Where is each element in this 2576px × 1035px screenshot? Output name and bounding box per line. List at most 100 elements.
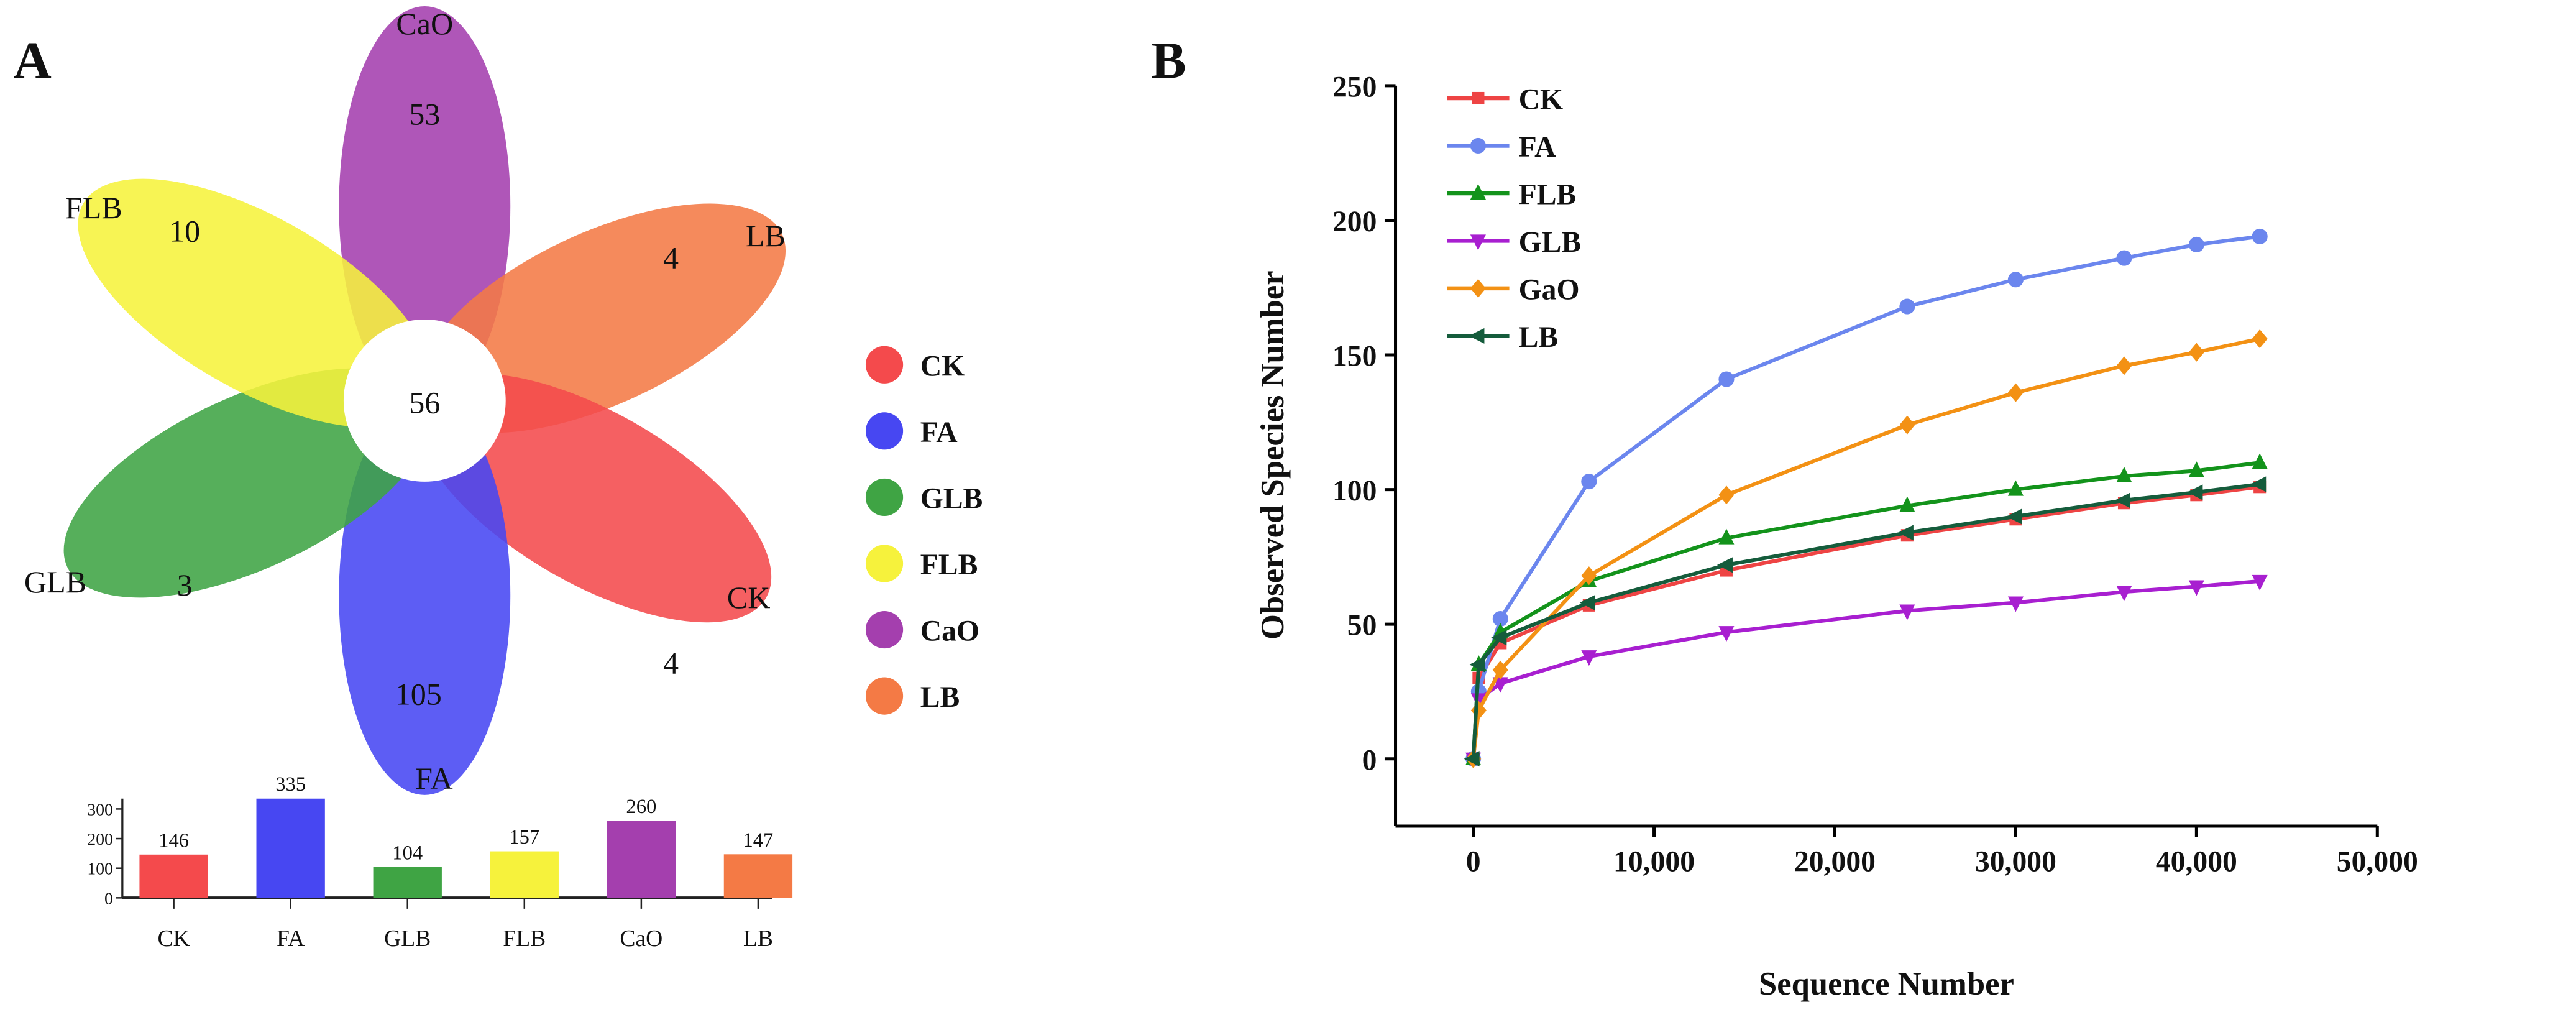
bar-category-label: FA [277, 926, 305, 952]
legend-label: CaO [920, 615, 979, 648]
data-point [1718, 371, 1735, 387]
panel-label-a: A [13, 31, 52, 90]
data-point [2116, 586, 2132, 602]
data-point [1469, 656, 1485, 673]
data-point [1899, 604, 1915, 620]
line-chart: 0 50 100 150 200 250 0 10,000 20,000 30,000 40,000… [1332, 71, 2418, 878]
series-line-ck [1471, 485, 2260, 759]
legend-marker-flb [865, 545, 904, 582]
data-point [2188, 461, 2204, 477]
venn-core-count: 56 [409, 385, 440, 420]
venn-set-label: CaO [396, 6, 453, 41]
venn-legend: CK FA GLB FLB CaO LB [865, 346, 983, 715]
data-point [2114, 492, 2131, 508]
legend-marker-lb [865, 677, 904, 715]
bar-value-label: 157 [509, 826, 539, 849]
bar-category-label: FLB [503, 926, 546, 952]
venn-petal-ck [415, 374, 772, 623]
data-point [2116, 250, 2132, 266]
venn-unique-count: 4 [663, 645, 679, 680]
legend-label: CK [920, 350, 965, 382]
bar-value-label: 335 [275, 773, 306, 796]
series-line-fa [1471, 234, 2260, 759]
y-tick-label: 50 [1347, 610, 1377, 642]
data-point [2188, 236, 2204, 252]
bar-y-tick-label: 200 [87, 829, 112, 849]
data-point [2252, 228, 2268, 245]
x-tick-label: 20,000 [1794, 846, 1876, 878]
data-point [1492, 610, 1508, 627]
venn-petal-lb [416, 203, 786, 433]
legend-label: GLB [1519, 226, 1582, 259]
venn-core-circle [343, 320, 506, 482]
bar-value-label: 104 [392, 842, 423, 864]
data-point [2007, 596, 2024, 612]
data-point [1581, 650, 1597, 666]
data-point [2116, 466, 2132, 482]
data-point [1491, 630, 1507, 646]
data-point [2252, 574, 2268, 591]
data-point [1581, 474, 1597, 490]
x-tick-label: 30,000 [1975, 846, 2056, 878]
y-tick-label: 0 [1362, 744, 1377, 776]
bar-y-tick-label: 0 [104, 888, 113, 908]
x-axis-title: Sequence Number [1759, 966, 2014, 1002]
x-tick-label: 0 [1466, 846, 1481, 878]
data-point [1718, 485, 1735, 505]
bar-value-label: 260 [626, 796, 656, 818]
legend-label: LB [920, 681, 960, 714]
bar-value-label: 147 [743, 829, 773, 852]
legend-marker-lb [1469, 328, 1485, 344]
data-point [2250, 476, 2267, 492]
venn-unique-count: 105 [395, 676, 442, 711]
bar-category-label: GLB [384, 926, 431, 952]
data-point [1897, 525, 1914, 541]
venn-unique-count: 4 [663, 240, 679, 275]
legend-label: FA [920, 416, 958, 449]
legend-marker-fa [865, 412, 904, 450]
bar-y-tick-label: 300 [87, 799, 112, 819]
panel-label-b: B [1151, 31, 1186, 90]
venn-diagram: 56 CaO 53 LB 4 CK 4 FA 105 GLB 3 FLB 10 [24, 6, 786, 796]
bar-ck [139, 854, 208, 898]
data-point [2006, 508, 2022, 525]
data-point [1718, 528, 1735, 545]
bar-flb [490, 851, 559, 898]
legend-marker-fa [1470, 137, 1486, 154]
data-point [1899, 496, 1915, 512]
series-fa [1465, 228, 2268, 767]
legend-label: FLB [920, 549, 978, 581]
venn-unique-count: 10 [169, 214, 200, 249]
legend-label: GaO [1519, 274, 1580, 306]
data-point [1581, 566, 1597, 586]
data-point [1899, 415, 1915, 435]
legend-marker-flb [1470, 183, 1486, 200]
data-point [2007, 480, 2024, 496]
data-point [2252, 453, 2268, 469]
data-point [2116, 356, 2132, 375]
legend-label: LB [1519, 321, 1559, 354]
series-gao [1465, 329, 2268, 768]
legend-label: FLB [1519, 178, 1577, 211]
legend-label: GLB [920, 482, 983, 515]
venn-set-label: LB [746, 218, 786, 253]
bar-y-tick-label: 100 [87, 859, 112, 878]
y-tick-label: 100 [1332, 475, 1377, 507]
bar-chart: 0 100 200 300 146 CK 335 FA 104 GLB 157 FLB 260 CaO 14… [87, 773, 793, 952]
legend-marker-cao [865, 610, 904, 649]
venn-petal-flb [78, 178, 434, 428]
legend-marker-gao [1470, 278, 1486, 298]
series-ck [1467, 481, 2267, 765]
x-tick-label: 50,000 [2337, 846, 2418, 878]
venn-set-label: CK [727, 580, 771, 615]
venn-set-label: GLB [24, 564, 86, 599]
venn-petal-glb [63, 368, 433, 598]
x-tick-label: 40,000 [2156, 846, 2237, 878]
series-line-lb [1471, 482, 2260, 759]
data-point [1718, 626, 1735, 642]
data-point [2188, 580, 2204, 596]
bar-category-label: CaO [620, 926, 662, 952]
data-point [1492, 660, 1508, 679]
